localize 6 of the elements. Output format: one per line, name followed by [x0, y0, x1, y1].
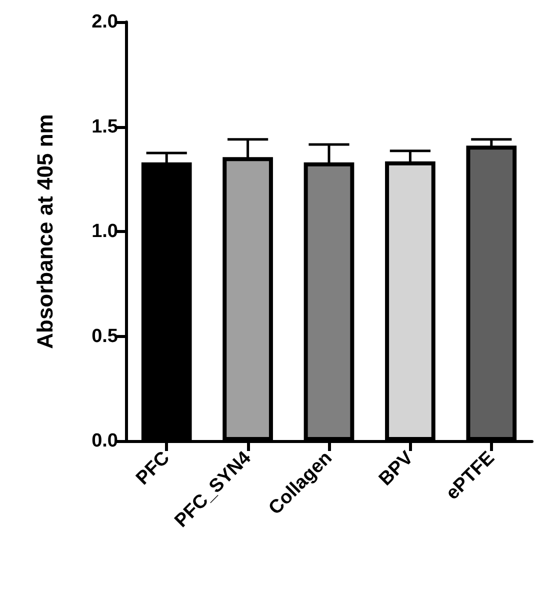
y-tick-label: 2.0	[92, 12, 118, 32]
y-tick-label: 0.0	[92, 430, 118, 452]
y-axis-title: Absorbance at 405 nm	[32, 114, 58, 349]
y-tick-label: 0.5	[92, 326, 118, 347]
y-tick-label: 1.5	[92, 116, 118, 138]
y-tick-label: 1.0	[92, 221, 118, 242]
